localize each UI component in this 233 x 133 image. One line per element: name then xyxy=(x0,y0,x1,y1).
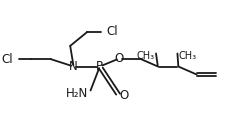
Text: Cl: Cl xyxy=(2,53,13,66)
Text: H₂N: H₂N xyxy=(66,87,88,100)
Text: N: N xyxy=(69,60,78,73)
Text: CH₃: CH₃ xyxy=(178,51,196,61)
Text: O: O xyxy=(115,52,124,65)
Text: Cl: Cl xyxy=(107,25,118,38)
Text: O: O xyxy=(120,89,129,102)
Text: CH₃: CH₃ xyxy=(136,51,154,61)
Text: P: P xyxy=(96,60,103,73)
